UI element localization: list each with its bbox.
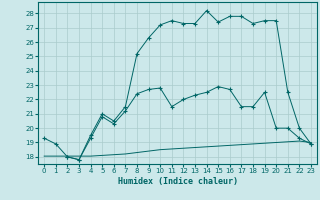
X-axis label: Humidex (Indice chaleur): Humidex (Indice chaleur) xyxy=(118,177,238,186)
